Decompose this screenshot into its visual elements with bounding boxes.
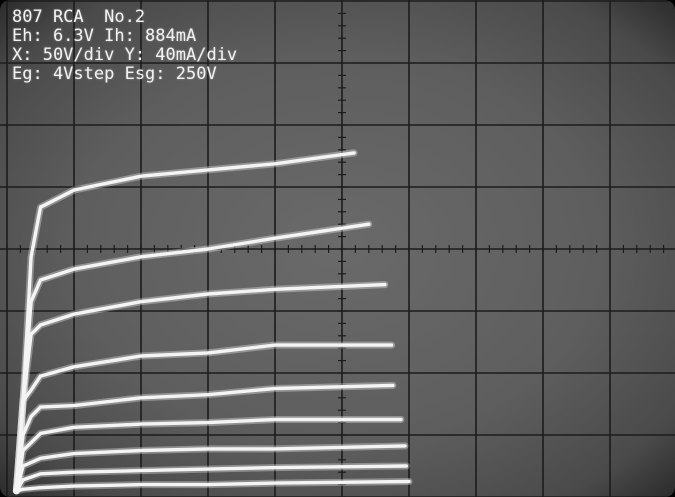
readout-panel: 807 RCA No.2 Eh: 6.3V Ih: 884mA X: 50V/d… [12,8,237,84]
scale-readout: X: 50V/div Y: 40mA/div [12,45,238,65]
trace-glow-1 [12,149,358,495]
plate-curve-9 [14,479,411,493]
plate-curve-6 [14,417,403,493]
tube-label: 807 RCA No.2 [12,7,146,27]
heater-readout: Eh: 6.3V Ih: 884mA [12,26,197,46]
plate-curve-7 [14,444,407,493]
plate-curves [12,149,413,495]
plate-curve-8 [14,464,408,493]
plate-curve-1 [14,151,356,493]
plate-curve-4 [14,343,394,493]
plate-curve-3 [14,282,387,493]
step-readout: Eg: 4Vstep Esg: 250V [12,64,217,84]
plate-curve-5 [14,383,395,493]
